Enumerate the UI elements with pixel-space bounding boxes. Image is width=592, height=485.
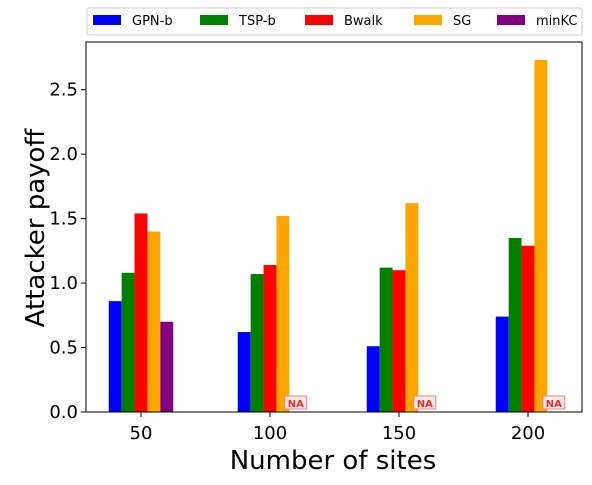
bar-minkc [160, 322, 173, 412]
y-tick-label: 0.0 [49, 402, 78, 423]
x-tick-label: 200 [511, 423, 545, 444]
y-tick-label: 2.5 [49, 80, 78, 101]
bar-gpn-b [238, 332, 251, 412]
y-tick-label: 2.0 [49, 144, 78, 165]
bar-gpn-b [109, 301, 122, 412]
legend-entry: GPN-b [132, 14, 173, 29]
bar-sg [534, 60, 547, 412]
y-axis-label: Attacker payoff [21, 128, 51, 328]
x-tick-label: 50 [130, 423, 153, 444]
legend-swatch-sg [414, 15, 442, 25]
bar-sg [405, 203, 418, 412]
bar-gpn-b [367, 346, 380, 412]
x-tick-label: 150 [382, 423, 416, 444]
legend-entry: minKC [536, 14, 577, 29]
y-tick-label: 0.5 [49, 338, 78, 359]
legend-swatch-minkc [497, 15, 525, 25]
legend-entry: Bwalk [344, 14, 383, 29]
na-label: NA [546, 399, 562, 410]
legend-entry: TSP-b [238, 14, 276, 29]
y-tick-label: 1.0 [49, 273, 78, 294]
bar-tsp-b [122, 273, 135, 412]
legend-swatch-bwalk [305, 15, 333, 25]
na-label: NA [288, 399, 304, 410]
y-tick-label: 1.5 [49, 209, 78, 230]
bar-gpn-b [496, 317, 509, 412]
bar-tsp-b [380, 268, 393, 412]
bar-sg [147, 232, 160, 412]
legend: GPN-b TSP-b Bwalk SG minKC [87, 8, 582, 35]
x-axis-label: Number of sites [230, 446, 437, 476]
bar-bwalk [522, 246, 535, 412]
bar-bwalk [393, 270, 406, 412]
legend-entry: SG [453, 14, 471, 29]
bar-sg [276, 216, 289, 412]
na-label: NA [417, 399, 433, 410]
legend-swatch-tsp-b [200, 15, 228, 25]
plot-area: NA NA NA 0.0 0.5 1.0 1.5 2.0 2.5 50 100 150 200 [49, 42, 582, 444]
bar-bwalk [264, 265, 277, 412]
bar-tsp-b [251, 274, 264, 412]
legend-swatch-gpn-b [93, 15, 121, 25]
bar-tsp-b [509, 238, 522, 412]
x-tick-label: 100 [253, 423, 287, 444]
bar-bwalk [135, 213, 148, 412]
